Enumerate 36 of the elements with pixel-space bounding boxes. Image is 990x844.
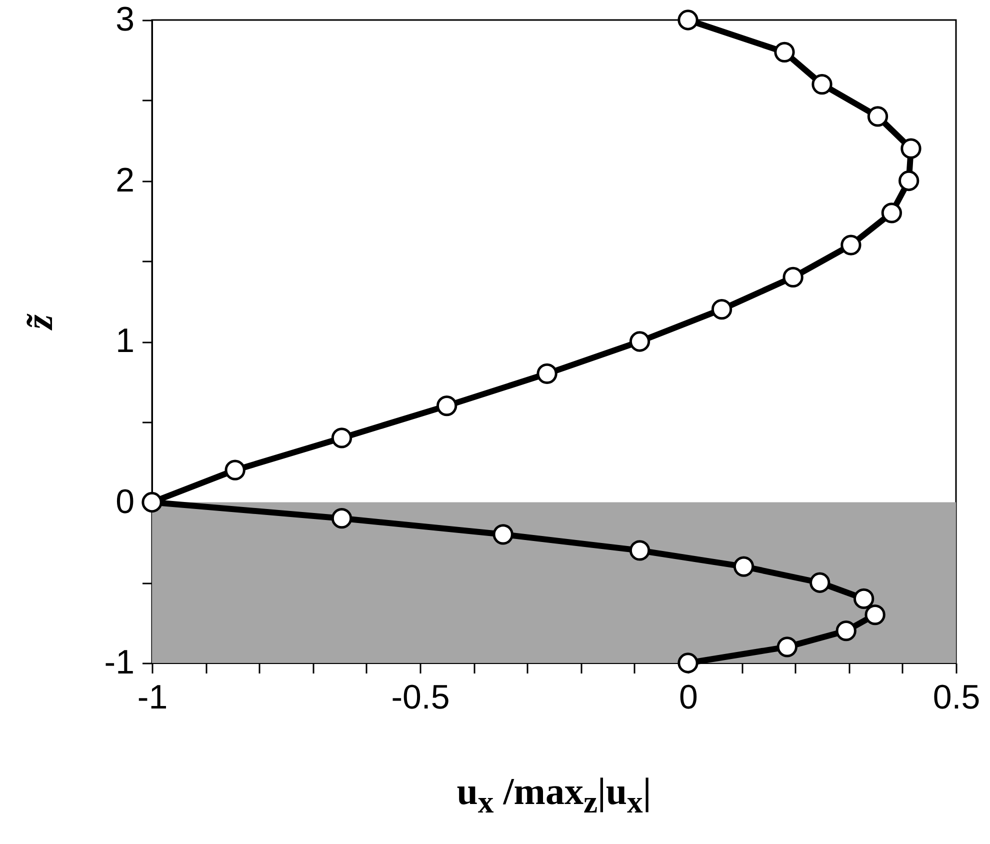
point bbox=[900, 138, 922, 159]
point bbox=[678, 10, 698, 30]
point bbox=[864, 604, 886, 626]
point bbox=[898, 170, 920, 192]
point bbox=[867, 106, 888, 127]
y-tick-label: 3 bbox=[116, 0, 134, 38]
point bbox=[536, 363, 558, 384]
point bbox=[840, 234, 862, 256]
point bbox=[331, 508, 352, 529]
point bbox=[629, 331, 650, 352]
point bbox=[836, 620, 856, 642]
x-tick-label: -0.5 bbox=[391, 678, 450, 716]
y-axis-title: z̃ bbox=[18, 312, 62, 332]
x-tick-label: 0.5 bbox=[932, 678, 980, 716]
y-tick-label: -1 bbox=[104, 644, 134, 682]
x-tick-label: 0 bbox=[679, 678, 698, 716]
point bbox=[853, 588, 874, 610]
point bbox=[782, 266, 804, 288]
point bbox=[224, 460, 246, 480]
y-tick-label: 2 bbox=[116, 161, 134, 200]
point bbox=[810, 572, 830, 593]
point bbox=[776, 636, 798, 658]
point bbox=[881, 202, 902, 224]
y-tick-label: 1 bbox=[116, 322, 134, 360]
point bbox=[812, 74, 832, 95]
x-axis-title: u$_{x}$ /max$_{z}$|u$_{x}$| bbox=[456, 770, 652, 821]
point bbox=[733, 556, 754, 577]
point bbox=[774, 42, 795, 62]
point bbox=[678, 652, 698, 674]
y-tick-label: 0 bbox=[116, 482, 134, 521]
point bbox=[436, 395, 458, 416]
point bbox=[331, 428, 352, 448]
point bbox=[492, 524, 514, 545]
point bbox=[142, 492, 162, 513]
point bbox=[711, 299, 732, 320]
point bbox=[629, 540, 650, 561]
